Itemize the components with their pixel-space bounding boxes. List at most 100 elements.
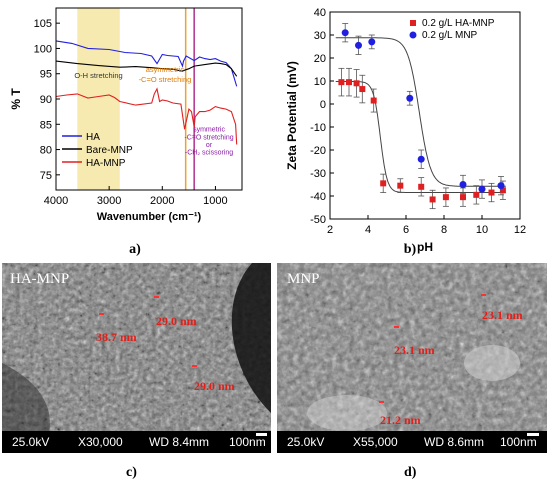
ftir-series-line-3 <box>55 87 238 145</box>
measurement-label: 29.0 nm <box>194 379 235 393</box>
ftir-annotation: asymmetric <box>146 65 185 74</box>
y-tick-label: -10 <box>310 122 326 134</box>
x-axis-title: pH <box>417 240 433 254</box>
y-tick-label: -20 <box>310 145 326 157</box>
data-point-ha-mnp <box>397 182 404 189</box>
y-tick-label: 75 <box>40 170 52 182</box>
legend-marker <box>409 31 417 39</box>
x-tick-label: 6 <box>403 224 409 236</box>
measurement-label: 23.1 nm <box>482 308 523 322</box>
data-point-mnp <box>341 29 349 37</box>
working-distance: WD 8.6mm <box>424 435 484 449</box>
sem-sample-label: MNP <box>287 271 320 287</box>
data-point-ha-mnp <box>418 183 425 190</box>
caption-d: d) <box>404 465 417 480</box>
accelerating-voltage: 25.0kV <box>12 435 50 449</box>
ftir-annotation: -C=O stretching <box>184 134 233 141</box>
y-tick-label: 30 <box>314 30 326 42</box>
data-point-ha-mnp <box>488 189 495 196</box>
data-point-mnp <box>406 94 414 102</box>
ftir-annotation: or <box>206 142 213 149</box>
x-tick-label: 2000 <box>150 195 174 207</box>
sem-info-bar: 25.0kV X55,000 WD 8.6mm 100nm <box>277 431 547 453</box>
ftir-series-line-2 <box>55 60 238 77</box>
x-tick-label: 4 <box>365 224 371 236</box>
sem-info-bar: 25.0kV X30,000 WD 8.4mm 100nm <box>2 431 271 453</box>
caption-b: b) <box>404 242 417 257</box>
measure-marker <box>192 365 197 367</box>
data-point-ha-mnp <box>370 97 377 104</box>
sem-texture-ha-mnp <box>2 263 271 453</box>
data-point-ha-mnp <box>338 79 345 86</box>
caption-c: c) <box>126 465 137 480</box>
measure-marker <box>481 294 486 296</box>
y-tick-label: -50 <box>310 214 326 226</box>
sem-texture-mnp <box>277 263 547 453</box>
ftir-series-line-1 <box>55 40 238 87</box>
measurement-label: 29.0 nm <box>156 314 197 328</box>
fit-curve-1 <box>335 81 506 193</box>
scale-label: 100nm <box>229 435 266 449</box>
measurement-label: 21.2 nm <box>380 413 421 427</box>
sem-image-ha-mnp: HA-MNP 29.0 nm 38.7 nm 29.0 nm 25.0kV X3… <box>2 263 271 453</box>
y-tick-label: 90 <box>40 94 52 106</box>
x-tick-label: 12 <box>514 224 526 236</box>
y-tick-label: 95 <box>40 69 52 81</box>
x-tick-label: 2 <box>327 224 333 236</box>
scale-label: 100nm <box>500 435 537 449</box>
scale-bar <box>256 433 267 436</box>
data-point-mnp <box>368 38 376 46</box>
data-point-ha-mnp <box>346 79 352 86</box>
data-point-mnp <box>355 41 362 49</box>
y-tick-label: 40 <box>314 7 326 19</box>
caption-a: a) <box>129 242 141 257</box>
legend-label: HA-MNP <box>86 158 126 169</box>
y-tick-label: 20 <box>314 53 326 65</box>
legend-label: HA <box>86 132 100 143</box>
legend-marker <box>410 20 416 26</box>
x-tick-label: 4000 <box>44 195 68 207</box>
y-tick-label: 80 <box>40 145 52 157</box>
ftir-annotation: O-H stretching <box>74 71 122 80</box>
sem-image-mnp: MNP 23.1 nm 23.1 nm 21.2 nm 25.0kV X55,0… <box>277 263 547 453</box>
legend-label: Bare-MNP <box>86 145 133 156</box>
x-tick-label: 8 <box>441 224 447 236</box>
oh-stretching-band <box>77 8 120 190</box>
y-tick-label: -40 <box>310 191 326 203</box>
legend-label: 0.2 g/L MNP <box>422 30 478 41</box>
data-point-ha-mnp <box>442 194 449 201</box>
magnification: X55,000 <box>353 435 398 449</box>
data-point-ha-mnp <box>353 80 360 87</box>
ftir-annotation: -CH₂ scissoring <box>185 150 233 157</box>
working-distance: WD 8.4mm <box>149 435 209 449</box>
x-axis-title: Wavenumber (cm⁻¹) <box>97 211 202 223</box>
data-point-ha-mnp <box>473 191 480 198</box>
y-axis-title: Zeta Potential (mV) <box>285 61 299 170</box>
y-tick-label: 0 <box>320 99 326 111</box>
y-tick-label: 85 <box>40 119 52 131</box>
data-point-mnp <box>459 181 467 188</box>
ftir-annotation: -C=O stretching <box>139 75 192 84</box>
y-tick-label: 100 <box>34 43 52 55</box>
data-point-ha-mnp <box>359 86 366 93</box>
y-tick-label: 105 <box>34 18 52 30</box>
measure-marker <box>394 326 399 328</box>
y-axis-title: % T <box>9 88 23 110</box>
measure-marker <box>379 401 384 403</box>
x-tick-label: 1000 <box>203 195 227 207</box>
measurement-label: 23.1 nm <box>394 343 435 357</box>
data-point-mnp <box>417 155 425 163</box>
ftir-annotation: symmetric <box>193 126 225 133</box>
measurement-label: 38.7 nm <box>96 330 137 344</box>
measure-marker <box>99 313 104 315</box>
legend-label: 0.2 g/L HA-MNP <box>422 18 495 29</box>
zeta-plot-frame <box>329 11 521 220</box>
data-point-mnp <box>478 185 486 193</box>
data-point-ha-mnp <box>380 180 387 187</box>
x-tick-label: 10 <box>476 224 488 236</box>
data-point-mnp <box>497 182 505 190</box>
magnification: X30,000 <box>78 435 123 449</box>
accelerating-voltage: 25.0kV <box>287 435 325 449</box>
sem-sample-label: HA-MNP <box>10 271 70 287</box>
